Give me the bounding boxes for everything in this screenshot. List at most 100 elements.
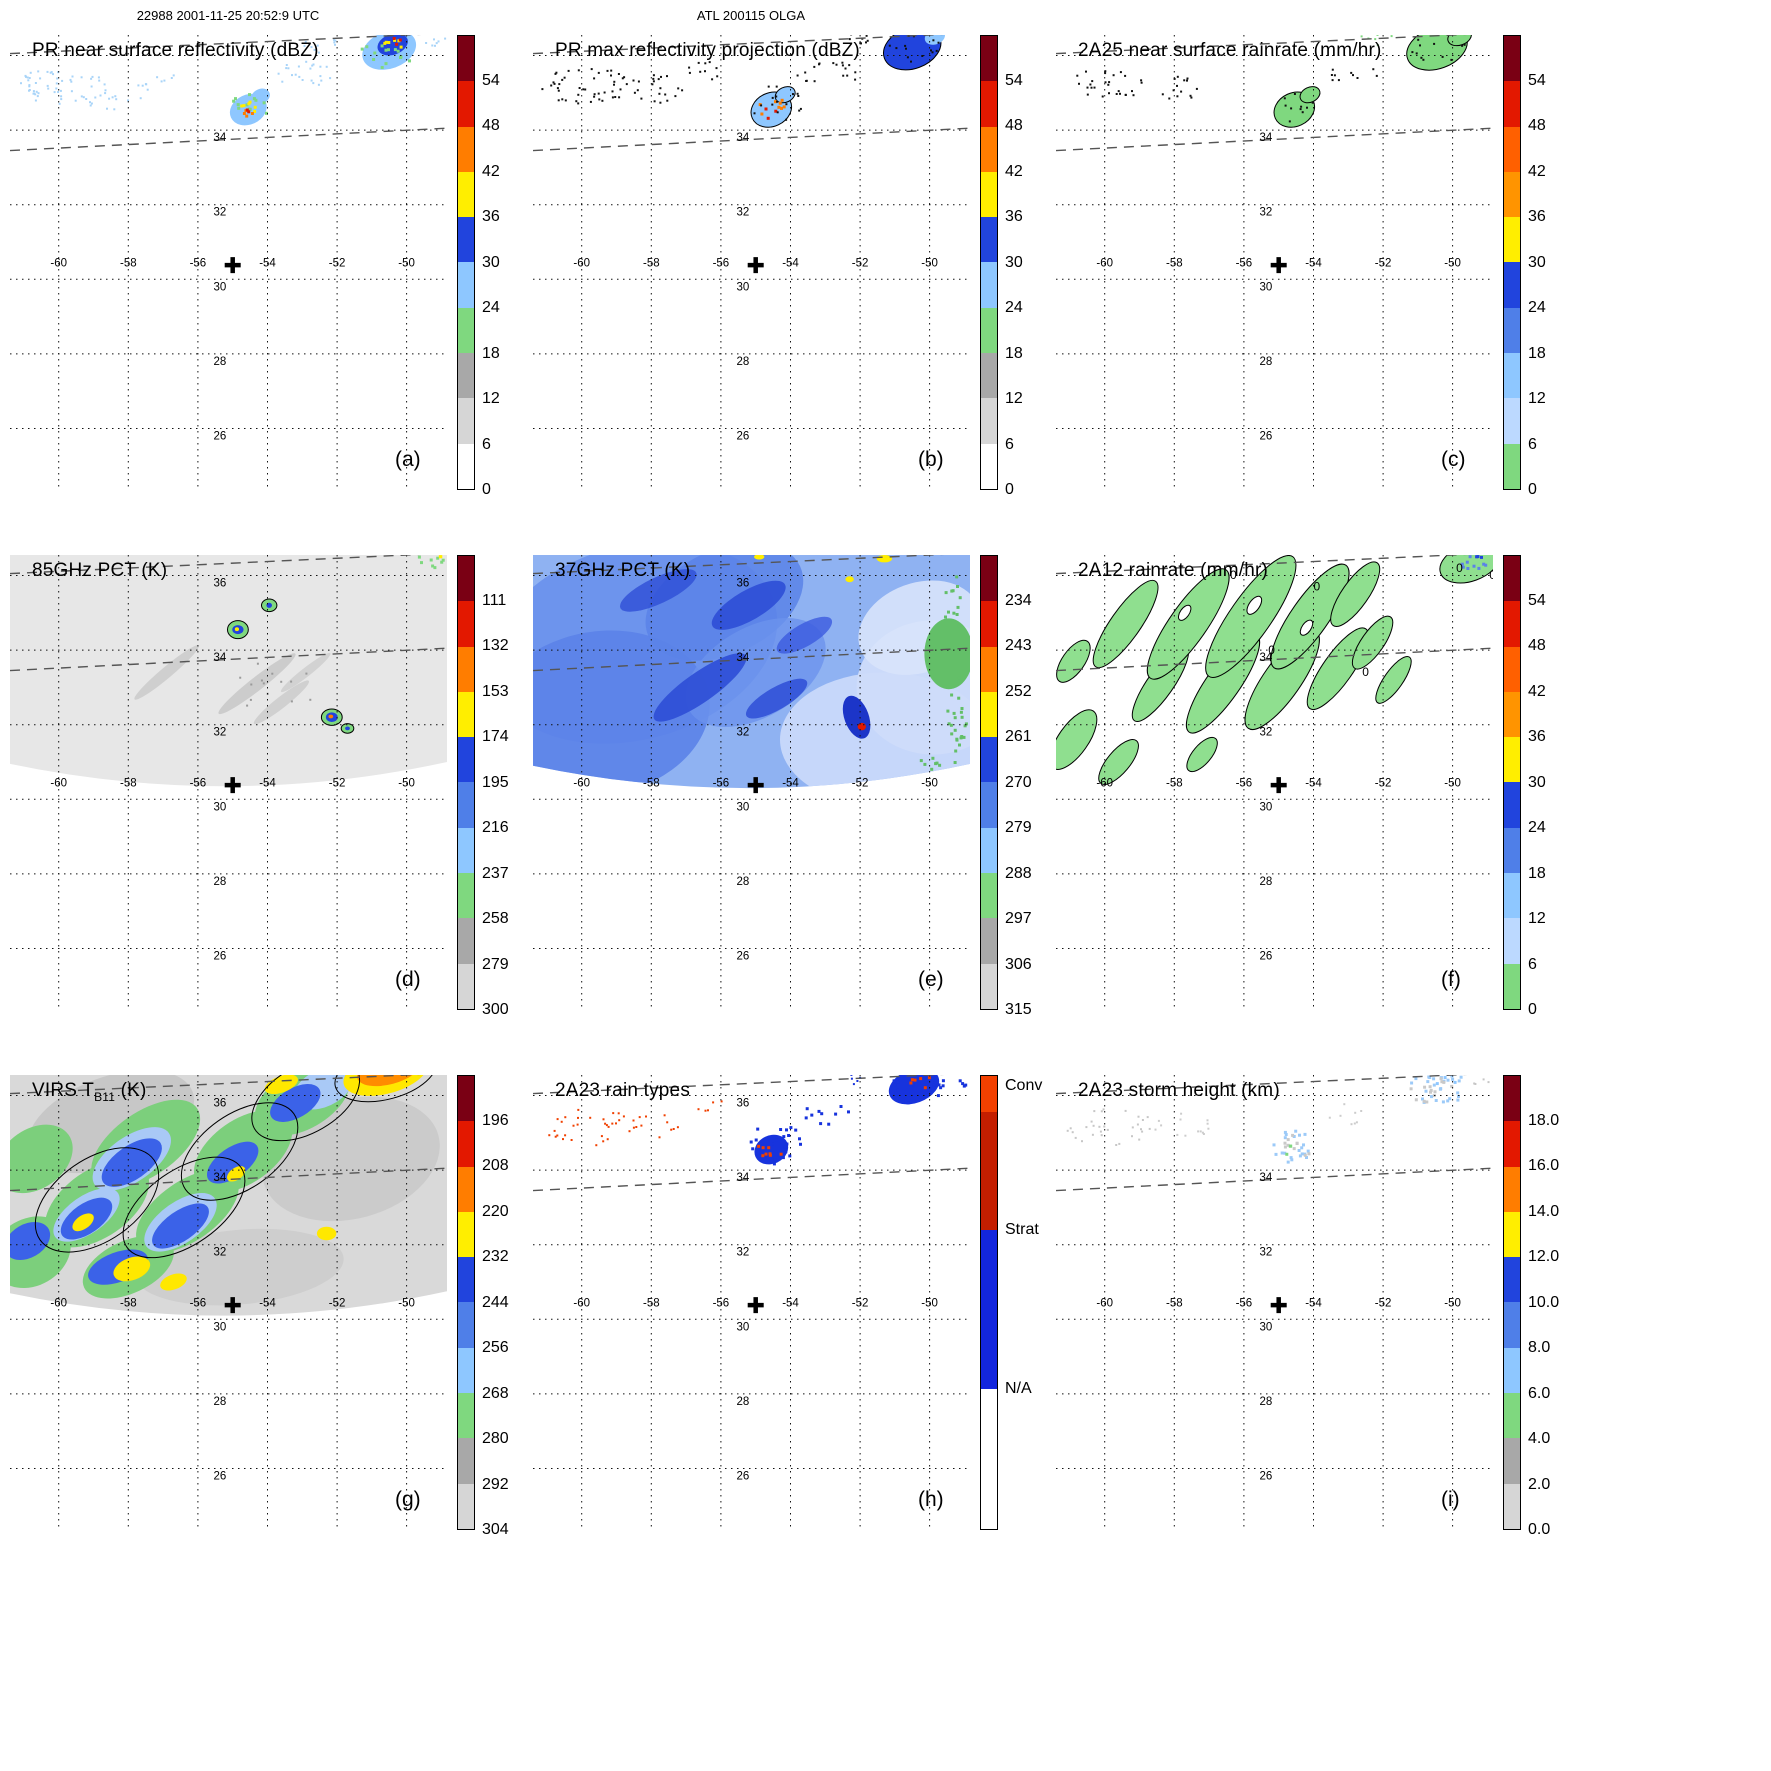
colorbar-tick-label: 174 bbox=[482, 728, 509, 745]
orbit-timestamp: 22988 2001-11-25 20:52:9 UTC bbox=[136, 8, 320, 23]
colorbar-tick-label: 18 bbox=[1005, 344, 1023, 362]
colorbar-segment bbox=[1504, 963, 1520, 1009]
colorbar-segment bbox=[1504, 691, 1520, 738]
contour-zero-label: 0 bbox=[1314, 579, 1321, 593]
colorbar-tick-label: 6 bbox=[1528, 955, 1537, 973]
lon-tick-label: -60 bbox=[573, 258, 590, 270]
speckle-cluster bbox=[850, 1075, 862, 1086]
panel-letter-i: (i) bbox=[1441, 1488, 1460, 1511]
data-features bbox=[548, 1075, 968, 1166]
lon-tick-label: -54 bbox=[782, 778, 799, 790]
storm-center-cross bbox=[747, 777, 764, 794]
colorbar-segment bbox=[458, 782, 474, 828]
speckle-cluster bbox=[919, 756, 957, 771]
speckle-cluster bbox=[548, 1108, 631, 1147]
speckle-cluster bbox=[796, 61, 857, 83]
colorbar-segment bbox=[981, 307, 997, 354]
colorbar-tick-label: 208 bbox=[482, 1157, 509, 1174]
colorbar-segment bbox=[458, 1347, 474, 1394]
lon-tick-label: -60 bbox=[573, 778, 590, 790]
colorbar-tick-label: 18 bbox=[1528, 344, 1546, 362]
lat-tick-label: 34 bbox=[737, 132, 750, 144]
panel-title-g: VIRS TB11 (K) bbox=[32, 1080, 147, 1104]
lat-tick-label: 26 bbox=[737, 431, 750, 443]
speckle-cluster bbox=[232, 93, 268, 115]
colorbar-segment bbox=[981, 918, 997, 964]
lon-tick-label: -56 bbox=[713, 258, 730, 270]
colorbar-tick-label: 237 bbox=[482, 864, 509, 882]
lat-tick-label: 36 bbox=[737, 578, 750, 590]
lat-tick-label: 32 bbox=[214, 207, 227, 219]
colorbar-b bbox=[980, 35, 998, 490]
panel-map-i: -60 -58 -56 -54 -52 -50 34 32 30 28 26 (i) bbox=[1056, 1075, 1493, 1530]
colorbar-tick-label: 12 bbox=[1005, 390, 1023, 407]
colorbar-segment bbox=[1504, 556, 1520, 602]
lon-tick-label: -54 bbox=[782, 258, 799, 270]
colorbar-segment bbox=[458, 601, 474, 647]
data-features bbox=[20, 35, 447, 126]
lon-tick-label: -50 bbox=[398, 778, 415, 790]
colorbar-tick-label: 6 bbox=[1005, 435, 1014, 453]
panel-map-c: -60 -58 -56 -54 -52 -50 34 32 30 28 26 (c) bbox=[1056, 35, 1493, 490]
speckle-cluster bbox=[1475, 555, 1483, 559]
lon-tick-label: -56 bbox=[713, 1298, 730, 1310]
colorbar-tick-label: 12 bbox=[1528, 390, 1546, 407]
colorbar-tick-label: 111 bbox=[482, 591, 507, 609]
colorbar-segment bbox=[981, 171, 997, 218]
lon-tick-label: -52 bbox=[329, 778, 346, 790]
colorbar-segment bbox=[981, 556, 997, 602]
speckle-cluster bbox=[697, 1100, 723, 1112]
panel-title-f: 2A12 rainrate (mm/hr) bbox=[1078, 560, 1268, 582]
colorbar-tick-label: 252 bbox=[1005, 682, 1032, 700]
colorbar-segment bbox=[981, 782, 997, 828]
colorbar-tick-label: 24 bbox=[1528, 299, 1546, 316]
speckle-cluster bbox=[137, 74, 175, 91]
contour-zero-label: 0 bbox=[1268, 643, 1275, 657]
panel-letter-d: (d) bbox=[395, 968, 421, 991]
speckle-cluster bbox=[425, 37, 447, 47]
colorbar-segment bbox=[458, 1166, 474, 1212]
colorbar-tick-label: 288 bbox=[1005, 864, 1032, 882]
lon-tick-label: -50 bbox=[1444, 258, 1461, 270]
storm-center-cross bbox=[224, 777, 241, 794]
swath-edge-line bbox=[10, 1075, 422, 1095]
colorbar-h bbox=[980, 1075, 998, 1530]
colorbar-segment bbox=[1504, 601, 1520, 647]
swath-edge-line bbox=[10, 555, 422, 575]
colorbar-segment bbox=[981, 1230, 997, 1389]
colorbar-segment bbox=[458, 1211, 474, 1258]
lat-tick-label: 28 bbox=[214, 356, 227, 368]
colorbar-c bbox=[1503, 35, 1521, 490]
swath-edge-line bbox=[1056, 35, 1468, 55]
data-features: 0 0 0 0 0 0 bbox=[1056, 555, 1493, 785]
lat-tick-label: 34 bbox=[214, 652, 227, 664]
colorbar-tick-label: 216 bbox=[482, 819, 509, 836]
lon-tick-label: -60 bbox=[1096, 1298, 1113, 1310]
lon-tick-label: -52 bbox=[1375, 258, 1392, 270]
colorbar-tick-label: 4.0 bbox=[1528, 1430, 1551, 1447]
lon-tick-label: -50 bbox=[1444, 1298, 1461, 1310]
colorbar-segment bbox=[458, 873, 474, 919]
colorbar-segment bbox=[1504, 353, 1520, 399]
colorbar-segment bbox=[1504, 646, 1520, 692]
swath-edge-line bbox=[533, 1167, 970, 1192]
colorbar-g bbox=[457, 1075, 475, 1530]
swath-edge-line bbox=[1056, 1075, 1468, 1095]
swath-edge-line bbox=[1056, 127, 1493, 152]
colorbar-tick-label: 14.0 bbox=[1528, 1202, 1560, 1220]
colorbar-segment bbox=[981, 1388, 997, 1529]
colorbar-segment bbox=[458, 691, 474, 738]
panel-map-g: -60 -58 -56 -54 -52 -50 36 34 32 30 28 26 (g) bbox=[10, 1075, 447, 1530]
lat-tick-label: 34 bbox=[737, 1172, 750, 1184]
panel-map-d: -60 -58 -56 -54 -52 -50 36 34 32 30 28 26 (d) bbox=[10, 555, 447, 1010]
lon-tick-label: -60 bbox=[573, 1298, 590, 1310]
lon-tick-label: -56 bbox=[190, 258, 207, 270]
colorbar-segment bbox=[458, 1438, 474, 1484]
colorbar-tick-label: 30 bbox=[482, 253, 500, 271]
panel-title-tail: (K) bbox=[115, 1080, 147, 1101]
speckle-cluster bbox=[632, 1114, 679, 1139]
lat-tick-label: 30 bbox=[737, 281, 750, 293]
colorbar-tick-label: 48 bbox=[482, 117, 500, 134]
lon-tick-label: -52 bbox=[1375, 1298, 1392, 1310]
lon-tick-label: -50 bbox=[1444, 778, 1461, 790]
